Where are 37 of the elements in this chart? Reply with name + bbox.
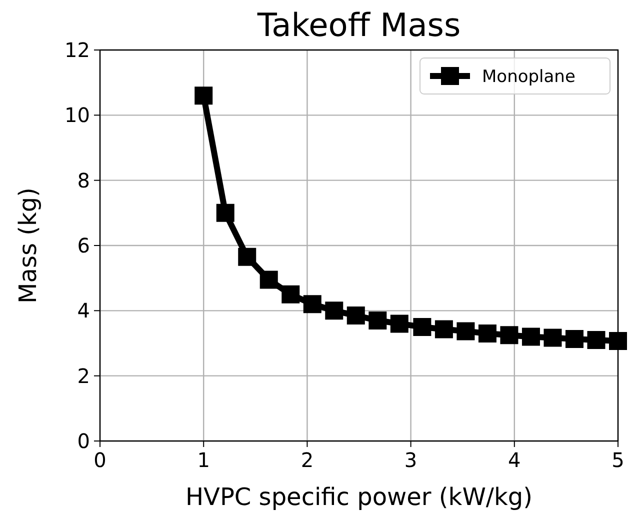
x-tick-label: 0 (94, 448, 106, 472)
chart-title: Takeoff Mass (256, 6, 461, 44)
x-tick-label: 2 (300, 448, 314, 472)
point (522, 328, 540, 346)
x-tick-label: 5 (612, 448, 624, 472)
point (238, 248, 256, 266)
x-tick-label: 3 (404, 448, 418, 472)
point (368, 311, 387, 330)
y-tick-label: 4 (77, 298, 90, 323)
point (282, 285, 300, 304)
y-axis-title: Mass (kg) (14, 188, 42, 304)
point (413, 318, 432, 336)
y-tick-label: 6 (77, 234, 90, 258)
y-tick-label: 10 (64, 103, 90, 128)
y-tick-label: 12 (64, 38, 90, 62)
y-tick-label: 2 (77, 364, 90, 388)
y-tick-label: 8 (77, 168, 90, 192)
point (216, 204, 234, 222)
x-tick-label: 1 (197, 448, 210, 472)
point (194, 86, 213, 105)
point (346, 306, 365, 325)
point (303, 295, 322, 314)
x-axis-title: HVPC specific power (kW/kg) (185, 483, 533, 511)
point (434, 320, 453, 338)
point (587, 330, 606, 349)
point (390, 314, 408, 333)
point (456, 322, 475, 340)
point (260, 270, 278, 289)
point (544, 328, 562, 347)
point (609, 332, 627, 350)
legend-label: Monoplane (482, 67, 576, 87)
point (565, 330, 584, 348)
y-tick-label: 0 (77, 429, 90, 453)
point (478, 324, 496, 342)
x-tick-label: 4 (508, 448, 521, 472)
point (500, 326, 518, 344)
point (325, 302, 344, 320)
